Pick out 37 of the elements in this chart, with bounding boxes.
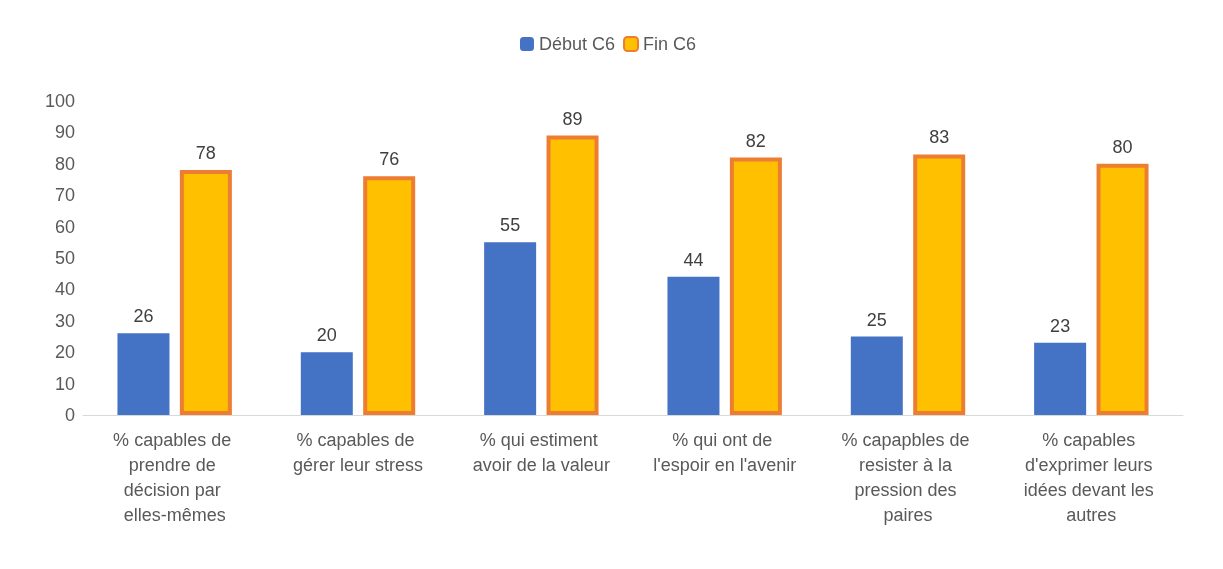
data-label: 55 (500, 215, 521, 236)
data-label: 83 (929, 127, 950, 148)
data-label: 44 (683, 249, 704, 270)
y-tick-label: 40 (54, 279, 75, 300)
legend-label: Début C6 (538, 34, 616, 54)
bar (850, 336, 903, 415)
x-tick-label: % qui ont de l'espoir en l'avenir (653, 429, 797, 475)
data-label: 78 (195, 143, 216, 164)
y-tick-label: 50 (54, 248, 75, 268)
bar (1034, 342, 1087, 415)
y-tick-label: 100 (44, 91, 75, 111)
data-label: 25 (866, 309, 887, 330)
bar (484, 242, 537, 415)
data-label: 20 (316, 325, 337, 346)
x-tick-label: % capables d'exprimer leurs idées devant les autres (1023, 429, 1159, 525)
bar (667, 276, 720, 415)
bar (300, 352, 353, 415)
y-tick-label: 80 (54, 153, 75, 174)
bar (117, 333, 170, 415)
y-tick-label: 90 (54, 122, 75, 143)
y-tick-label: 20 (54, 342, 75, 363)
y-tick-label: 10 (54, 373, 75, 394)
y-tick-label: 0 (64, 405, 75, 425)
x-tick-label: % qui estiment avoir de la valeur (472, 429, 610, 475)
x-tick-label: % capables de prendre de décision par elles-mêmes (113, 429, 237, 525)
x-tick-label: % capapbles de resister à la pression des paires (841, 429, 975, 525)
data-label: 26 (133, 306, 154, 327)
y-tick-label: 30 (54, 310, 75, 331)
x-tick-label: % capables de gérer leur stress (292, 429, 424, 475)
data-label: 76 (379, 149, 400, 170)
data-label: 23 (1050, 315, 1071, 336)
legend-label: Fin C6 (643, 34, 697, 54)
data-label: 89 (562, 108, 583, 129)
y-tick-label: 60 (54, 216, 75, 237)
data-label: 80 (1112, 136, 1133, 157)
data-label: 82 (745, 130, 766, 151)
y-tick-label: 70 (54, 185, 75, 206)
